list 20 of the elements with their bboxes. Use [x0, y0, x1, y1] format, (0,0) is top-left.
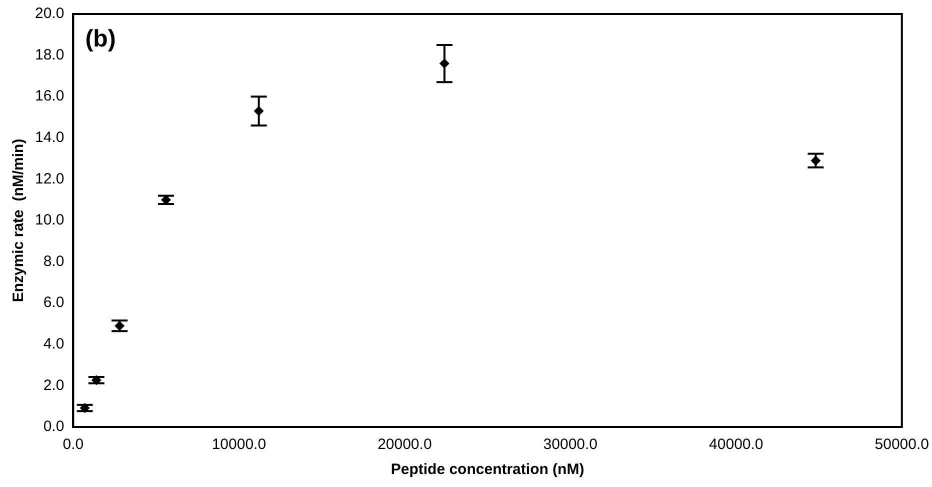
x-tick-label: 40000.0: [709, 436, 764, 454]
y-tick-label: 8.0: [43, 252, 64, 270]
y-tick-label: 0.0: [43, 418, 64, 436]
x-tick-label: 10000.0: [212, 436, 266, 454]
y-tick-label: 6.0: [43, 294, 64, 312]
y-tick-label: 20.0: [34, 5, 64, 22]
y-tick-label: 18.0: [34, 46, 64, 64]
y-tick-label: 2.0: [43, 376, 64, 394]
annotation: (b): [85, 26, 116, 53]
y-tick-label: 16.0: [34, 88, 64, 105]
x-tick-label: 50000.0: [874, 436, 930, 454]
x-tick-label: 20000.0: [378, 436, 432, 454]
y-axis-title: Enzymic rate (nM/min): [10, 138, 28, 302]
y-tick-label: 10.0: [34, 212, 64, 229]
y-tick-label: 14.0: [34, 129, 64, 146]
x-tick-label: 0.0: [62, 436, 84, 454]
y-tick-label: 12.0: [34, 170, 64, 188]
y-tick-label: 4.0: [43, 336, 64, 353]
x-axis-title: Peptide concentration (nM): [390, 461, 584, 478]
x-tick-label: 30000.0: [543, 436, 598, 454]
